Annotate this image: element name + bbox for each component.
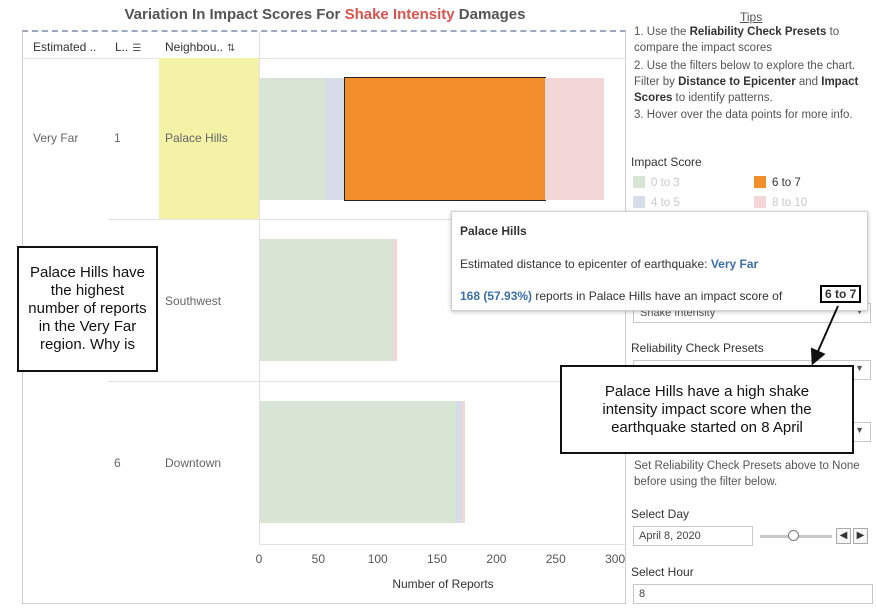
- sort-icon[interactable]: ☰: [132, 43, 142, 54]
- legend-item-4-5[interactable]: 4 to 5: [633, 196, 680, 209]
- column-header-rank[interactable]: L.. ☰: [115, 40, 141, 54]
- reliability-presets-label: Reliability Check Presets: [631, 341, 764, 355]
- legend-item-8-10[interactable]: 8 to 10: [754, 196, 807, 209]
- tooltip-count-line: 168 (57.93%) reports in Palace Hills hav…: [460, 289, 782, 303]
- legend-label: 8 to 10: [772, 197, 808, 209]
- x-axis-label: Number of Reports: [392, 577, 494, 591]
- title-prefix: Variation In Impact Scores For: [124, 6, 345, 23]
- tip-2-text-e: to identify patterns.: [672, 92, 773, 104]
- rank-label: 1: [114, 131, 121, 145]
- x-tick-label: 0: [255, 552, 263, 566]
- bar-segment[interactable]: [325, 77, 346, 200]
- row-divider: [108, 219, 627, 220]
- tip-2-text-b: Distance to Epicenter: [678, 76, 796, 88]
- legend-swatch: [754, 176, 766, 188]
- chart-area: Estimated .. L.. ☰ Neighbou.. ⇅ Very Far 1…: [22, 30, 627, 604]
- column-header-neighbourhood-label: Neighbou..: [165, 40, 224, 54]
- tooltip-title: Palace Hills: [460, 224, 527, 238]
- select-hour-label: Select Hour: [631, 565, 694, 579]
- neighbourhood-label[interactable]: Palace Hills: [165, 131, 228, 145]
- column-header-distance[interactable]: Estimated ..: [33, 40, 97, 54]
- bar-segment[interactable]: [461, 400, 466, 523]
- x-tick-label: 250: [545, 552, 566, 566]
- chevron-down-icon: ▼: [855, 306, 864, 316]
- bar-segment[interactable]: [260, 77, 326, 200]
- bar-plot-area: [259, 32, 627, 544]
- row-divider: [108, 381, 627, 382]
- tooltip-distance-line: Estimated distance to epicenter of earth…: [460, 257, 758, 271]
- bar-segment[interactable]: [544, 77, 605, 200]
- hover-tooltip: Palace Hills Estimated distance to epice…: [451, 211, 868, 311]
- tip-3: 3. Hover over the data points for more i…: [634, 109, 853, 121]
- title-highlight: Shake Intensity: [344, 6, 455, 23]
- tip-1-text-a: 1. Use the: [634, 26, 690, 38]
- bar-segment[interactable]: [344, 76, 546, 201]
- sort-az-icon[interactable]: ⇅: [227, 43, 236, 54]
- x-tick-label: 100: [367, 552, 388, 566]
- select-day-label: Select Day: [631, 507, 690, 521]
- legend-label: 4 to 5: [651, 197, 680, 209]
- x-tick-label: 150: [427, 552, 448, 566]
- legend-label: 0 to 3: [651, 177, 680, 189]
- legend-swatch: [633, 176, 645, 188]
- column-header-rank-label: L..: [115, 40, 129, 54]
- annotation-left: Palace Hills have the highest number of …: [17, 246, 158, 372]
- tip-1-text-b: Reliability Check Presets: [689, 26, 827, 38]
- highlighted-cell: [159, 58, 259, 219]
- legend-swatch: [754, 196, 766, 208]
- header-divider: [23, 58, 627, 59]
- bar-segment[interactable]: [260, 400, 456, 523]
- x-tick-label: 50: [311, 552, 326, 566]
- previous-day-button[interactable]: ◀: [836, 528, 851, 544]
- tip-1-text-c: to compare the impact scores: [634, 26, 840, 54]
- tooltip-distance-prefix: Estimated distance to epicenter of earth…: [460, 257, 711, 271]
- legend-label: 6 to 7: [772, 177, 801, 189]
- tip-2-text-c: and: [795, 76, 822, 88]
- tooltip-count-text: reports in Palace Hills have an impact s…: [532, 289, 783, 303]
- bar-segment[interactable]: [392, 238, 397, 361]
- select-day-input[interactable]: April 8, 2020: [633, 526, 753, 546]
- legend-swatch: [633, 196, 645, 208]
- legend-title: Impact Score: [631, 155, 702, 169]
- day-slider-handle[interactable]: [788, 530, 799, 541]
- tooltip-score-box: 6 to 7: [820, 285, 862, 303]
- legend-item-6-7[interactable]: 6 to 7: [754, 176, 801, 189]
- chevron-down-icon: ▼: [855, 425, 864, 435]
- tip-2: 2. Use the filters below to explore the …: [634, 58, 862, 106]
- tooltip-count-value: 168 (57.93%): [460, 289, 533, 303]
- tooltip-distance-value: Very Far: [710, 257, 759, 271]
- tip-2-text-a: 2. Use the filters below to explore the …: [634, 60, 856, 88]
- tip-1: 1. Use the Reliability Check Presets to …: [634, 24, 862, 56]
- select-hour-input[interactable]: 8: [633, 584, 873, 604]
- annotation-arrow: [810, 305, 839, 366]
- neighbourhood-label[interactable]: Southwest: [165, 294, 222, 308]
- distance-label: Very Far: [33, 131, 79, 145]
- neighbourhood-label[interactable]: Downtown: [165, 456, 222, 470]
- bar-segment[interactable]: [260, 238, 393, 361]
- rank-label: 6: [114, 456, 121, 470]
- x-tick-label: 200: [486, 552, 507, 566]
- legend-item-0-3[interactable]: 0 to 3: [633, 176, 680, 189]
- tip-2-text-d: Impact Scores: [634, 76, 859, 104]
- x-tick-label: 300: [605, 552, 626, 566]
- column-header-neighbourhood[interactable]: Neighbou.. ⇅: [165, 40, 235, 54]
- annotation-right: Palace Hills have a high shake intensity…: [560, 365, 854, 454]
- bar-segment[interactable]: [455, 400, 462, 523]
- next-day-button[interactable]: ▶: [853, 528, 868, 544]
- reliability-note: Set Reliability Check Presets above to N…: [634, 460, 860, 488]
- x-axis-line: [259, 544, 627, 545]
- title-suffix: Damages: [454, 6, 526, 23]
- chart-title: Variation In Impact Scores For Shake Int…: [0, 6, 650, 23]
- tips-title: Tips: [740, 10, 763, 24]
- chevron-down-icon: ▼: [855, 363, 864, 373]
